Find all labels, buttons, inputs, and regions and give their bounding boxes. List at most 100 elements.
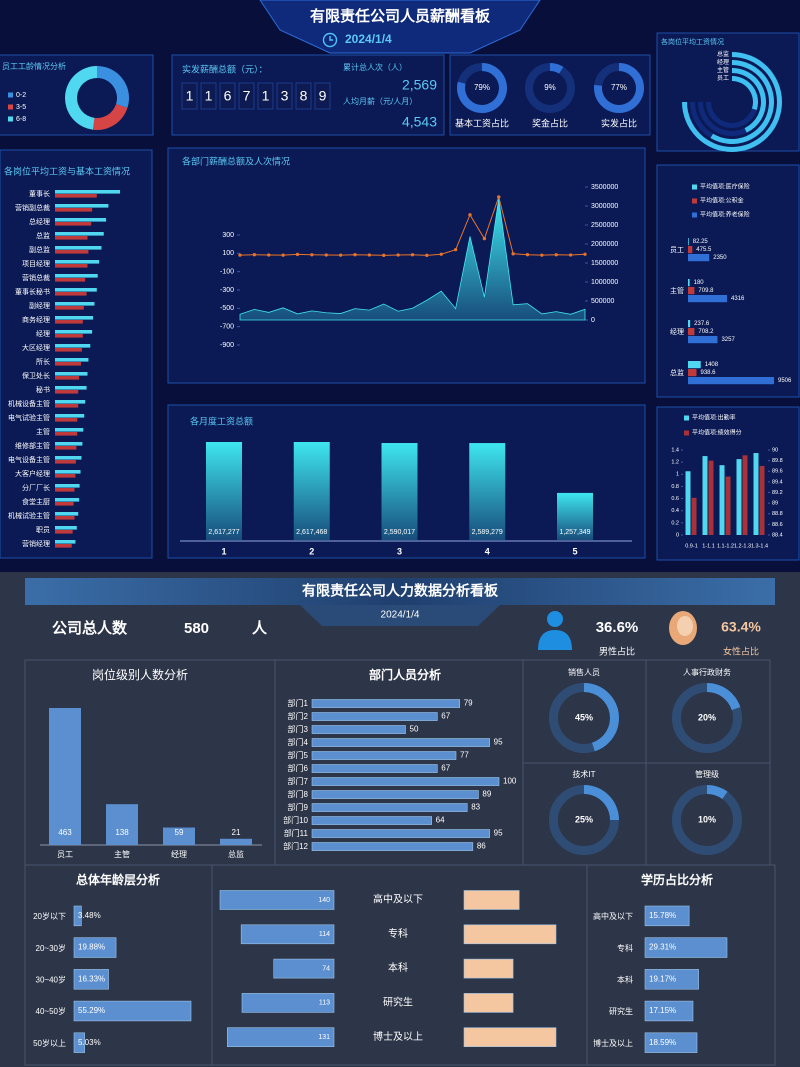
y2-tick-label: 2000000: [591, 241, 618, 248]
bar: [311, 842, 474, 851]
category-label: 4: [485, 546, 490, 556]
value-label: 1,257,349: [559, 529, 590, 536]
value-label: 138: [115, 828, 129, 837]
value-label: 2,617,277: [208, 529, 239, 536]
y2-tick-label: 90: [772, 447, 778, 453]
radial-label: 员工: [717, 75, 729, 82]
category-label: 部门5: [288, 750, 309, 760]
category-label: 总经理: [29, 217, 50, 226]
clock-icon: [322, 32, 338, 48]
donut-label: 实发占比: [601, 117, 637, 128]
value-label: 2,590,017: [384, 529, 415, 536]
value-label: 80: [468, 965, 476, 972]
category-label: 部门11: [284, 828, 309, 838]
chart-title: 各岗位平均工资情况: [661, 37, 724, 46]
bar: [55, 498, 80, 502]
category-label: 1.1-1.2: [717, 543, 734, 549]
digit: 3: [281, 88, 289, 104]
category-label: 部门2: [288, 711, 309, 721]
category-label: 主管: [114, 849, 130, 859]
bar: [55, 512, 79, 516]
category-label: 大区经理: [22, 343, 50, 352]
bar: [688, 246, 693, 254]
category-label: 5: [572, 546, 577, 556]
category-label: 1-1.1: [702, 543, 715, 549]
bar: [55, 400, 86, 404]
value-label: 113: [319, 1000, 330, 1007]
chart-title: 学历占比分析: [641, 872, 713, 887]
legend-label: 平均值项:养老保险: [700, 211, 750, 219]
category-label: 部门7: [288, 776, 309, 786]
value-label: 150: [468, 931, 480, 938]
category-label: 本科: [388, 961, 408, 974]
bar: [73, 969, 109, 990]
category-label: 2: [309, 546, 314, 556]
y-tick-label: 0.4: [671, 508, 679, 514]
bottom-panels: [24, 659, 776, 1066]
value-label: 80: [468, 1000, 476, 1007]
value-label: 86: [477, 842, 486, 851]
legend-swatch: [684, 430, 689, 436]
bar: [311, 712, 438, 721]
bar: [688, 328, 695, 336]
category-label: 50岁以上: [33, 1038, 66, 1048]
bar: [220, 838, 252, 845]
category-label: 40~50岁: [36, 1006, 66, 1016]
donut-label: 销售人员: [568, 667, 600, 677]
category-label: 营销副总裁: [15, 203, 50, 212]
bar: [55, 278, 86, 282]
bar: [73, 1032, 85, 1053]
legend-label: 平均值项:公积金: [700, 197, 744, 205]
value-label: 67: [441, 712, 450, 721]
digit-box: [200, 82, 217, 110]
bar: [463, 890, 520, 910]
category-label: 维修部主管: [15, 441, 50, 450]
bar: [55, 204, 109, 208]
bar: [381, 443, 418, 540]
bar: [55, 386, 87, 390]
category-label: 20岁以下: [33, 911, 66, 921]
value-label: 95: [494, 829, 503, 838]
y2-tick-label: 88.4: [772, 532, 783, 538]
bar: [691, 497, 697, 535]
category-label: 主管: [36, 427, 50, 436]
chart-title: 各部门薪酬总额及人次情况: [182, 155, 290, 166]
y2-tick-label: 1000000: [591, 279, 618, 286]
category-label: 电气试验主管: [8, 413, 50, 422]
bottom-title: 有限责任公司人力数据分析看板: [302, 583, 499, 599]
chart-title: 员工工龄情况分析: [2, 61, 66, 71]
value-label: 90: [468, 897, 476, 904]
donut-arc: [550, 63, 564, 74]
chart-title: 总体年龄层分析: [76, 872, 160, 887]
category-label: 0.9-1: [685, 543, 698, 549]
value-label: 19.88%: [78, 943, 105, 952]
legend-swatch: [684, 415, 689, 421]
value-label: 64: [436, 816, 445, 825]
value-label: 19.17%: [649, 974, 676, 983]
category-label: 机械设备主管: [8, 399, 50, 408]
category-label: 部门6: [288, 763, 309, 773]
donut-arc: [707, 785, 728, 799]
category-label: 研究生: [383, 996, 413, 1009]
male-pct: 36.6%: [596, 619, 639, 636]
category-label: 20~30岁: [36, 943, 66, 953]
digit-box: [276, 82, 293, 110]
category-label: 专科: [617, 943, 633, 953]
bar: [55, 264, 88, 268]
bar: [163, 827, 195, 845]
bar: [55, 218, 107, 222]
legend-label: 平均值项:医疗保险: [700, 183, 750, 191]
bar: [55, 348, 82, 352]
bar: [688, 377, 774, 385]
bar: [55, 320, 83, 324]
digit: 6: [224, 88, 232, 104]
bar: [55, 362, 81, 366]
value-label: 59: [175, 828, 184, 837]
value-label: 83: [471, 803, 480, 812]
bar: [55, 446, 77, 450]
category-label: 高中及以下: [593, 911, 633, 921]
bar: [688, 320, 691, 328]
category-label: 大客户经理: [15, 469, 50, 478]
category-label: 30~40岁: [36, 975, 66, 985]
y2-tick-label: 0: [591, 317, 595, 324]
